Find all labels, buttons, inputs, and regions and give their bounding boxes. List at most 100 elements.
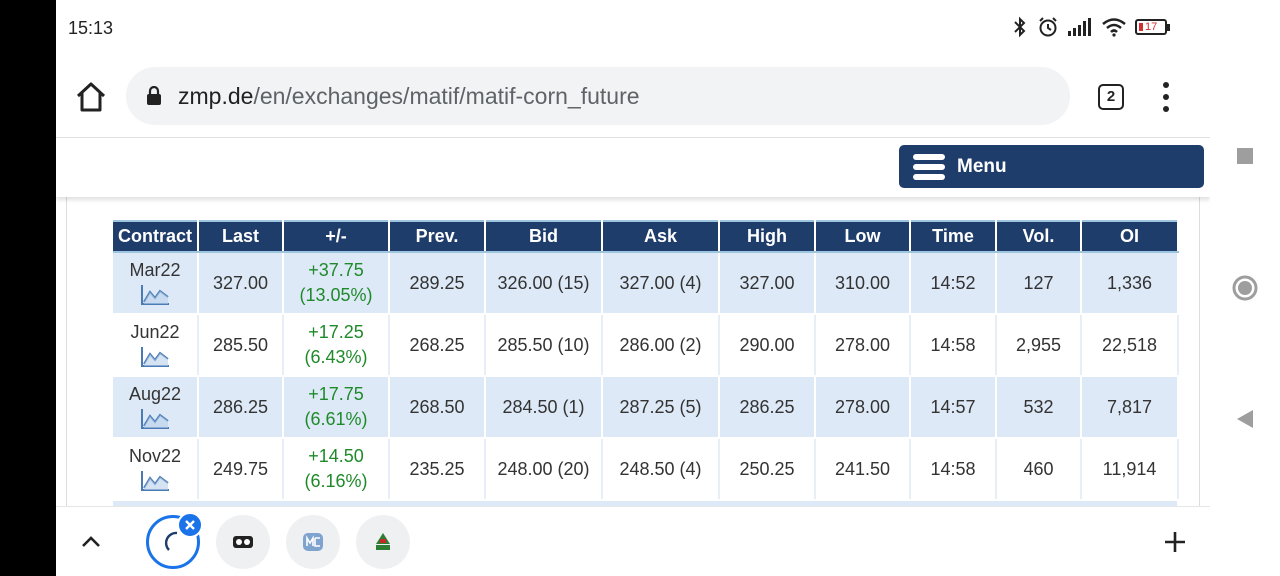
- status-icons: 17: [1011, 16, 1170, 38]
- change-percent: (6.16%): [304, 471, 368, 491]
- bluetooth-icon: [1014, 16, 1026, 38]
- site-favicon-icon: [233, 536, 253, 548]
- change-cell: +17.25 (6.43%): [283, 314, 390, 377]
- menu-button[interactable]: Menu: [899, 145, 1204, 188]
- battery-icon: 17: [1135, 19, 1170, 35]
- change-value: +14.50: [308, 446, 364, 466]
- time-cell: 14:58: [910, 438, 997, 501]
- low-cell: 310.00: [815, 252, 911, 315]
- low-cell: 278.00: [815, 376, 911, 439]
- page-content: Contract Last +/- Prev. Bid Ask High Low…: [66, 197, 1200, 511]
- column-header[interactable]: Time: [910, 220, 997, 253]
- status-bar: 15:13 17: [56, 0, 1210, 56]
- change-percent: (6.61%): [304, 409, 368, 429]
- change-value: +17.75: [308, 384, 364, 404]
- home-button[interactable]: [1210, 272, 1280, 304]
- address-bar[interactable]: zmp.de/en/exchanges/matif/matif-corn_fut…: [126, 67, 1070, 125]
- column-header[interactable]: Ask: [602, 220, 720, 253]
- chart-icon[interactable]: [139, 345, 171, 369]
- column-header[interactable]: Contract: [113, 220, 199, 253]
- change-cell: +17.75 (6.61%): [283, 376, 390, 439]
- bid-cell: 248.00 (20): [485, 438, 603, 501]
- plus-icon[interactable]: [1162, 529, 1188, 555]
- contract-cell[interactable]: Nov22: [113, 438, 199, 501]
- time-cell: 14:58: [910, 314, 997, 377]
- change-value: +37.75: [308, 260, 364, 280]
- contract-name[interactable]: Mar22: [129, 260, 181, 280]
- open-interest-cell: 22,518: [1081, 314, 1179, 377]
- time-cell: 14:57: [910, 376, 997, 439]
- change-cell: +14.50 (6.16%): [283, 438, 390, 501]
- table-row: Nov22 249.75 +14.50 (6.16%) 235.25 248.00…: [113, 438, 1179, 501]
- recents-button[interactable]: [1210, 142, 1280, 170]
- back-button[interactable]: [1210, 404, 1280, 434]
- column-header[interactable]: +/-: [283, 220, 390, 253]
- more-options-icon[interactable]: [1160, 82, 1172, 112]
- circle-icon: [1232, 275, 1258, 301]
- close-tab-icon[interactable]: [177, 512, 203, 538]
- contract-name[interactable]: Nov22: [128, 446, 182, 466]
- prev-cell: 235.25: [389, 438, 486, 501]
- change-value: +17.25: [308, 322, 364, 342]
- column-header[interactable]: Prev.: [389, 220, 486, 253]
- tab-switcher-button[interactable]: 2: [1098, 84, 1124, 110]
- signal-icon: [1068, 18, 1091, 36]
- hamburger-icon: [913, 153, 945, 180]
- column-header[interactable]: OI: [1081, 220, 1179, 253]
- browser-toolbar: zmp.de/en/exchanges/matif/matif-corn_fut…: [56, 56, 1210, 138]
- prev-cell: 268.50: [389, 376, 486, 439]
- bid-cell: 285.50 (10): [485, 314, 603, 377]
- contract-cell[interactable]: Jun22: [113, 314, 199, 377]
- loading-icon: [164, 531, 178, 551]
- ask-cell: 327.00 (4): [602, 252, 720, 315]
- prev-cell: 289.25: [389, 252, 486, 315]
- volume-cell: 532: [996, 376, 1082, 439]
- page-header: Menu: [56, 139, 1210, 197]
- prices-table-container: Contract Last +/- Prev. Bid Ask High Low…: [113, 220, 1179, 511]
- chart-icon[interactable]: [139, 407, 171, 431]
- menu-label: Menu: [957, 155, 1007, 177]
- contract-name[interactable]: Aug22: [128, 384, 182, 404]
- status-clock: 15:13: [68, 18, 114, 38]
- prices-table: Contract Last +/- Prev. Bid Ask High Low…: [113, 220, 1179, 511]
- low-cell: 278.00: [815, 314, 911, 377]
- system-navigation-bar: [1210, 0, 1280, 576]
- chevron-up-icon[interactable]: [78, 529, 104, 555]
- open-interest-cell: 11,914: [1081, 438, 1179, 501]
- last-cell: 249.75: [198, 438, 284, 501]
- last-cell: 285.50: [198, 314, 284, 377]
- bid-cell: 284.50 (1): [485, 376, 603, 439]
- battery-level: 17: [1145, 21, 1158, 33]
- contract-name[interactable]: Jun22: [130, 322, 180, 342]
- last-cell: 327.00: [198, 252, 284, 315]
- last-cell: 286.25: [198, 376, 284, 439]
- contract-cell[interactable]: Aug22: [113, 376, 199, 439]
- ask-cell: 248.50 (4): [602, 438, 720, 501]
- column-header[interactable]: High: [719, 220, 816, 253]
- lock-icon: [147, 86, 161, 105]
- open-interest-cell: 7,817: [1081, 376, 1179, 439]
- ask-cell: 287.25 (5): [602, 376, 720, 439]
- url-path: /en/exchanges/matif/matif-corn_future: [253, 82, 640, 109]
- volume-cell: 460: [996, 438, 1082, 501]
- high-cell: 327.00: [719, 252, 816, 315]
- tab-thumbnail[interactable]: [216, 515, 270, 569]
- site-favicon-icon: [303, 533, 323, 551]
- tab-thumbnail[interactable]: [356, 515, 410, 569]
- low-cell: 241.50: [815, 438, 911, 501]
- column-header[interactable]: Low: [815, 220, 911, 253]
- chart-icon[interactable]: [139, 283, 171, 307]
- contract-cell[interactable]: Mar22: [113, 252, 199, 315]
- high-cell: 290.00: [719, 314, 816, 377]
- column-header[interactable]: Last: [198, 220, 284, 253]
- change-cell: +37.75 (13.05%): [283, 252, 390, 315]
- home-icon[interactable]: [74, 80, 108, 114]
- high-cell: 286.25: [719, 376, 816, 439]
- chart-icon[interactable]: [139, 469, 171, 493]
- column-header[interactable]: Vol.: [996, 220, 1082, 253]
- url-host: zmp.de: [178, 82, 254, 109]
- time-cell: 14:52: [910, 252, 997, 315]
- wifi-icon: [1102, 18, 1126, 37]
- tab-thumbnail[interactable]: [286, 515, 340, 569]
- column-header[interactable]: Bid: [485, 220, 603, 253]
